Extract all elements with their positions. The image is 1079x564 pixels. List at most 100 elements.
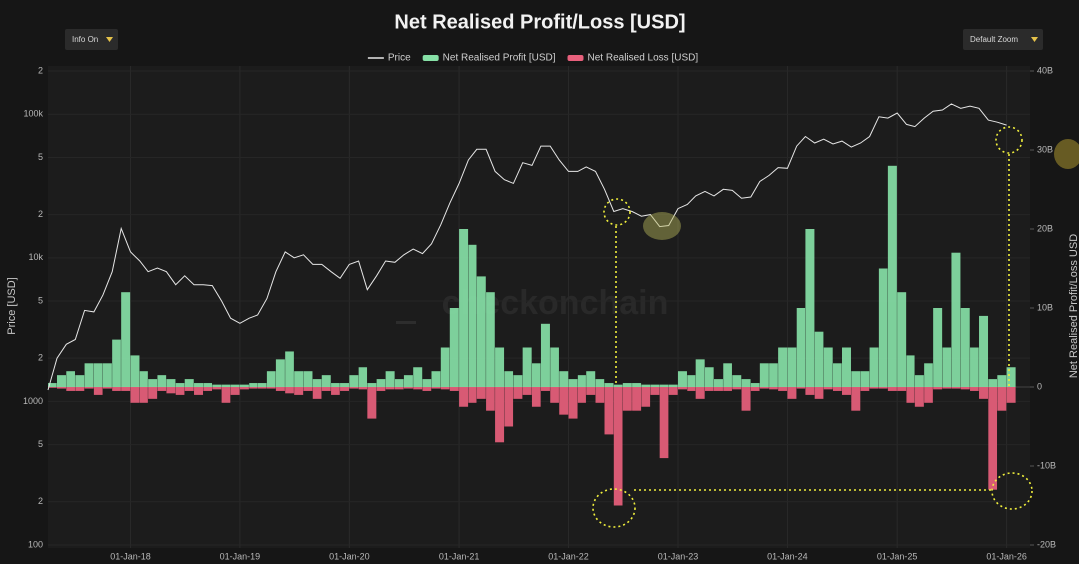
bar	[303, 371, 313, 387]
bar	[732, 387, 742, 390]
y-tick-label: 2	[38, 353, 43, 363]
y2-tick-label: 0	[1037, 381, 1042, 391]
bar	[713, 387, 723, 391]
bar	[221, 384, 231, 387]
bar	[486, 292, 495, 387]
bar	[577, 387, 586, 403]
bar	[723, 387, 732, 391]
bar	[93, 363, 103, 387]
bar	[622, 383, 632, 387]
bar	[257, 383, 267, 387]
bar	[906, 387, 915, 403]
bar	[358, 367, 368, 387]
bar	[750, 383, 760, 387]
y2-tick-label: 20B	[1037, 223, 1053, 233]
button-bg[interactable]	[963, 29, 1043, 50]
bar	[814, 387, 824, 399]
bar	[750, 387, 760, 391]
bar	[568, 379, 578, 387]
bar	[303, 387, 313, 391]
legend-item: Net Realised Profit [USD]	[422, 53, 556, 64]
bar	[340, 383, 350, 387]
button-label[interactable]: Default Zoom	[970, 35, 1018, 44]
bar	[84, 387, 94, 389]
chart-title: Net Realised Profit/Loss [USD]	[394, 11, 685, 33]
bar	[468, 244, 477, 387]
bar	[933, 308, 943, 387]
legend-label: Net Realised Profit [USD]	[443, 53, 556, 64]
bar	[440, 347, 450, 387]
bar	[376, 387, 386, 391]
bar	[687, 387, 696, 391]
bar	[796, 308, 806, 387]
bar	[440, 387, 450, 390]
bar	[468, 387, 477, 403]
info-button[interactable]: Info On	[65, 29, 118, 50]
x-tick-label: 01-Jan-25	[877, 551, 918, 561]
button-bg[interactable]	[65, 29, 118, 50]
bar	[130, 387, 140, 403]
bar	[75, 387, 85, 391]
bar	[394, 387, 404, 390]
bar	[668, 384, 678, 387]
bar	[805, 387, 815, 395]
bar	[897, 292, 907, 387]
bar	[979, 387, 989, 399]
zoom-button[interactable]: Default Zoom	[963, 29, 1043, 50]
bar	[331, 383, 340, 387]
bar	[778, 387, 788, 391]
bar	[312, 387, 322, 399]
annotation-circle	[995, 126, 1023, 154]
dropdown-arrow[interactable]	[1031, 37, 1038, 42]
bar	[942, 347, 952, 387]
button-label[interactable]: Info On	[72, 35, 98, 44]
x-tick-label: 01-Jan-19	[220, 551, 261, 561]
bar	[184, 379, 194, 387]
bar	[632, 387, 642, 411]
bar	[559, 371, 569, 387]
y-tick-label: 5	[38, 439, 43, 449]
tick-labels: 01-Jan-18 01-Jan-19 01-Jan-20 01-Jan-21 01-J…	[23, 65, 1056, 561]
bar	[741, 387, 751, 411]
dropdown-arrow[interactable]	[106, 37, 113, 42]
bar	[431, 371, 441, 387]
bar	[914, 375, 924, 387]
bar	[249, 387, 258, 389]
bar	[695, 387, 705, 399]
x-tick-label: 01-Jan-24	[767, 551, 808, 561]
bar	[723, 363, 732, 387]
bar	[403, 375, 413, 387]
bar	[175, 383, 185, 387]
bar	[997, 375, 1007, 387]
bar	[650, 387, 660, 395]
x-tick-label: 01-Jan-18	[110, 551, 151, 561]
bar	[869, 347, 879, 387]
bar	[787, 387, 797, 399]
bar	[249, 383, 258, 387]
bar	[285, 351, 294, 387]
bar	[194, 387, 204, 395]
bar	[960, 387, 970, 390]
bar	[641, 387, 651, 407]
bar	[951, 252, 961, 387]
bar	[687, 375, 696, 387]
bar	[586, 371, 596, 387]
annotation-circle	[603, 198, 631, 226]
y-tick-label: 10k	[28, 252, 43, 262]
bar	[851, 371, 861, 387]
legend-swatch	[422, 55, 439, 61]
bar	[48, 383, 57, 387]
bar	[522, 387, 532, 395]
bar	[148, 387, 158, 399]
bar	[851, 387, 861, 411]
bar	[230, 384, 240, 387]
bar	[924, 363, 933, 387]
x-tick-label: 01-Jan-23	[658, 551, 699, 561]
bar	[239, 387, 249, 390]
annotations	[592, 126, 1079, 528]
bar	[203, 387, 213, 391]
bar	[385, 371, 395, 387]
legend-label: Net Realised Loss [USD]	[588, 53, 699, 64]
bar	[613, 387, 623, 506]
